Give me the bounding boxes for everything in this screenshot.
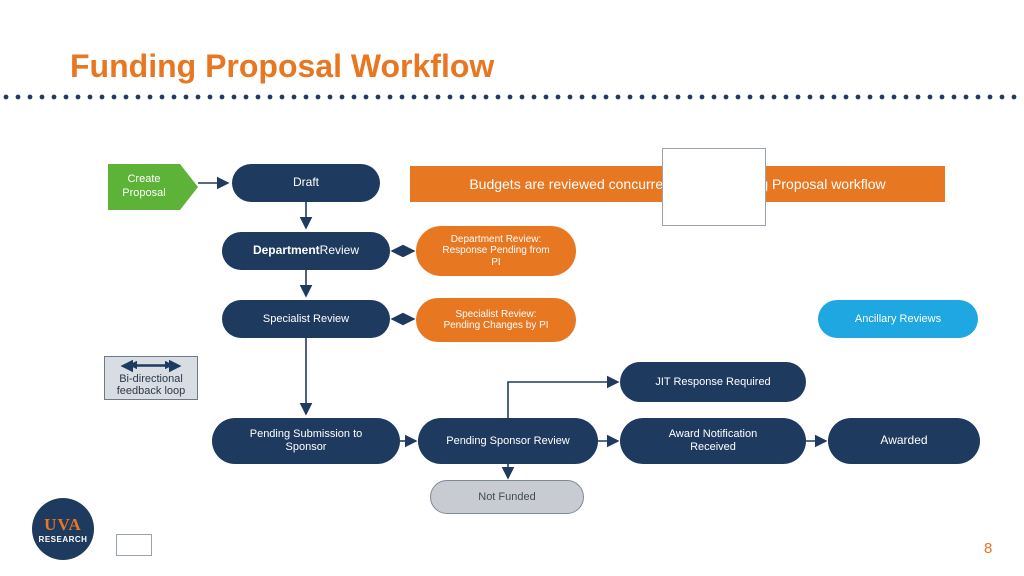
node-not-funded: Not Funded [430, 480, 584, 514]
logo-uva: UVA [44, 515, 82, 535]
page-title: Funding Proposal Workflow [70, 48, 494, 85]
node-department-review: Department Review [222, 232, 390, 270]
node-draft: Draft [232, 164, 380, 202]
slide: Funding Proposal Workflow Budgets are re… [0, 0, 1024, 576]
node-awarded: Awarded [828, 418, 980, 464]
empty-box-1 [116, 534, 152, 556]
empty-box-2 [662, 148, 766, 226]
logo-research: RESEARCH [39, 535, 88, 544]
node-ancillary-reviews: Ancillary Reviews [818, 300, 978, 338]
svg-text:Proposal: Proposal [122, 187, 165, 199]
node-specialist-review-pending-pi: Specialist Review:Pending Changes by PI [416, 298, 576, 342]
svg-text:Create: Create [127, 173, 160, 185]
node-pending-sponsor-review: Pending Sponsor Review [418, 418, 598, 464]
legend-feedback-loop: Bi-directional feedback loop [104, 356, 198, 400]
node-specialist-review: Specialist Review [222, 300, 390, 338]
node-department-review-pending-pi: Department Review:Response Pending fromP… [416, 226, 576, 276]
legend-line1: Bi-directional [119, 373, 183, 385]
divider-dots [0, 94, 1024, 100]
node-award-notification: Award NotificationReceived [620, 418, 806, 464]
page-number: 8 [984, 540, 992, 557]
legend-line2: feedback loop [117, 385, 186, 397]
node-jit-response: JIT Response Required [620, 362, 806, 402]
node-create-proposal: Create Proposal [108, 164, 218, 214]
node-pending-submission: Pending Submission toSponsor [212, 418, 400, 464]
uva-research-logo: UVA RESEARCH [32, 498, 94, 560]
